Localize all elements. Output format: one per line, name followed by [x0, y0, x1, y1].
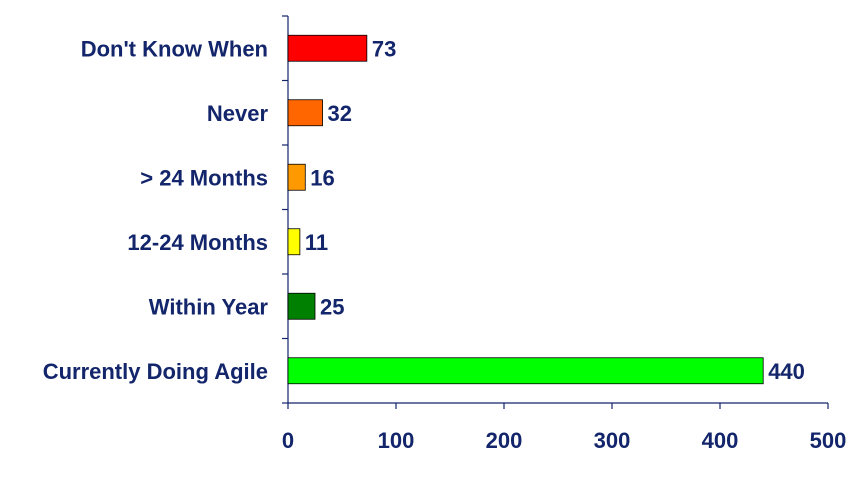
category-label: Never [207, 101, 269, 126]
bar [287, 163, 306, 191]
data-label: 16 [310, 165, 334, 190]
x-tick-label: 300 [594, 428, 631, 453]
labels: 0 100 200 300 400 500 Don't Know When 73 Never 32… [43, 36, 847, 453]
bar [287, 34, 368, 62]
x-tick-label: 500 [810, 428, 847, 453]
data-label: 440 [768, 359, 805, 384]
data-label: 73 [372, 36, 396, 61]
category-label: > 24 Months [140, 165, 268, 190]
x-tick-label: 100 [378, 428, 415, 453]
x-tick-label: 0 [282, 428, 294, 453]
category-label: 12-24 Months [127, 230, 268, 255]
axes [282, 15, 829, 409]
bar [287, 99, 323, 127]
bar [287, 357, 764, 385]
bars [287, 34, 764, 385]
x-tick-label: 400 [702, 428, 739, 453]
data-label: 32 [328, 101, 352, 126]
bar [287, 228, 301, 256]
data-label: 25 [320, 294, 344, 319]
category-label: Within Year [149, 294, 269, 319]
bar [287, 292, 316, 320]
data-label: 11 [305, 230, 328, 255]
x-tick-label: 200 [486, 428, 523, 453]
category-label: Currently Doing Agile [43, 359, 268, 384]
category-label: Don't Know When [81, 36, 268, 61]
